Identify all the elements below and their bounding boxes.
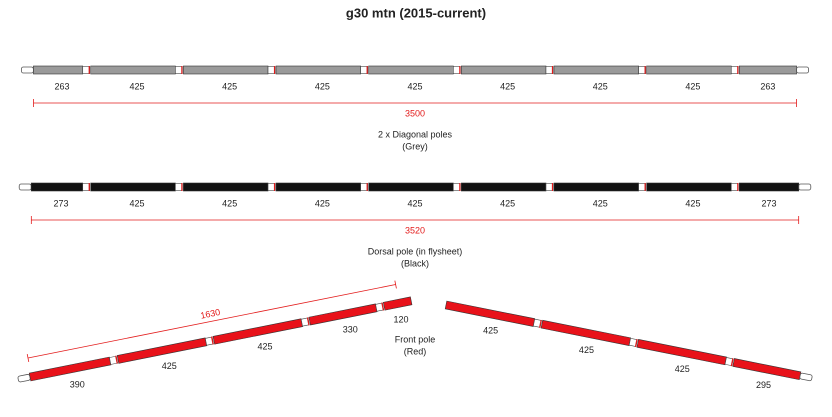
section-label: 425 [593, 81, 608, 91]
section-label: 120 [393, 315, 408, 325]
pole-section [646, 65, 732, 75]
dimension-label: 1630 [200, 307, 222, 321]
end-cap [18, 183, 32, 191]
end-cap [17, 374, 31, 383]
pole-section [30, 182, 84, 192]
pole-section [28, 356, 112, 382]
dimension: 1630 [26, 280, 397, 363]
pole-section [540, 319, 632, 347]
section-label: 425 [675, 364, 690, 374]
caption: 2 x Diagonal poles [378, 129, 453, 139]
pole-section [553, 182, 639, 192]
pole-section [461, 182, 547, 192]
caption: (Black) [401, 258, 429, 268]
caption: (Red) [404, 346, 427, 356]
connector-end [115, 355, 118, 364]
section-label: 295 [756, 380, 771, 390]
pole-section [738, 65, 797, 75]
section-label: 425 [685, 198, 700, 208]
pole-right-arm: 425 425 425 295 [444, 300, 813, 390]
pole-section [90, 65, 176, 75]
pole: 263 425 425 425 425 425 425 425 263 [20, 65, 810, 91]
section-label: 425 [315, 81, 330, 91]
pole-section [368, 65, 454, 75]
section-label: 425 [315, 198, 330, 208]
dimension-label: 3500 [405, 108, 425, 118]
dimension-tick [26, 353, 30, 363]
pole-section [646, 182, 732, 192]
pole-section [636, 339, 727, 366]
caption: Front pole [395, 334, 436, 344]
connector-end [210, 336, 214, 345]
section-label: 425 [130, 81, 145, 91]
section-label: 425 [130, 198, 145, 208]
section-label: 425 [407, 81, 422, 91]
section-label: 390 [70, 379, 85, 389]
pole: 273 425 425 425 425 425 425 425 273 [18, 182, 812, 208]
caption: Dorsal pole (in flysheet) [368, 246, 463, 256]
connector-end [306, 317, 310, 326]
connector-end [730, 358, 734, 367]
pole-section [553, 65, 639, 75]
dimension-label: 3520 [405, 225, 425, 235]
section-label: 425 [483, 326, 498, 336]
section-label: 330 [343, 325, 358, 335]
section-label: 425 [579, 345, 594, 355]
title: g30 mtn (2015-current) [346, 5, 486, 20]
pole-section [90, 182, 176, 192]
section-label: 425 [593, 198, 608, 208]
section-label: 263 [760, 81, 775, 91]
section-label: 425 [685, 81, 700, 91]
dimension-line [27, 284, 396, 359]
pole-section [116, 337, 208, 364]
section-label: 425 [222, 81, 237, 91]
pole-section [382, 296, 413, 311]
pole-section [738, 182, 800, 192]
section-label: 263 [55, 81, 70, 91]
dimension: 3500 [33, 99, 797, 118]
pole-section [183, 65, 269, 75]
end-cap [20, 66, 34, 74]
section-label: 273 [53, 198, 68, 208]
pole-section [461, 65, 547, 75]
dimension-tick [394, 280, 397, 289]
pole-left-arm: 390 425 425 330 120 [17, 296, 413, 389]
pole-section [368, 182, 454, 192]
section-label: 425 [222, 198, 237, 208]
pole-section [275, 65, 361, 75]
section-label: 425 [258, 342, 273, 352]
pole-section [33, 65, 84, 75]
pole-section [308, 303, 378, 326]
pole-section [444, 300, 536, 327]
end-cap [798, 183, 812, 191]
section-label: 425 [407, 198, 422, 208]
connector-end [539, 319, 542, 328]
pole-section [183, 182, 269, 192]
connector-end [634, 338, 638, 348]
pole-section [212, 318, 303, 345]
end-cap [799, 372, 813, 382]
dimension: 3520 [30, 216, 800, 235]
section-label: 425 [500, 198, 515, 208]
caption: (Grey) [402, 141, 428, 151]
section-label: 425 [500, 81, 515, 91]
end-cap [796, 66, 810, 74]
pole-section [275, 182, 361, 192]
connector-end [381, 302, 385, 311]
section-label: 273 [762, 198, 777, 208]
pole-section [732, 358, 802, 381]
section-label: 425 [162, 361, 177, 371]
